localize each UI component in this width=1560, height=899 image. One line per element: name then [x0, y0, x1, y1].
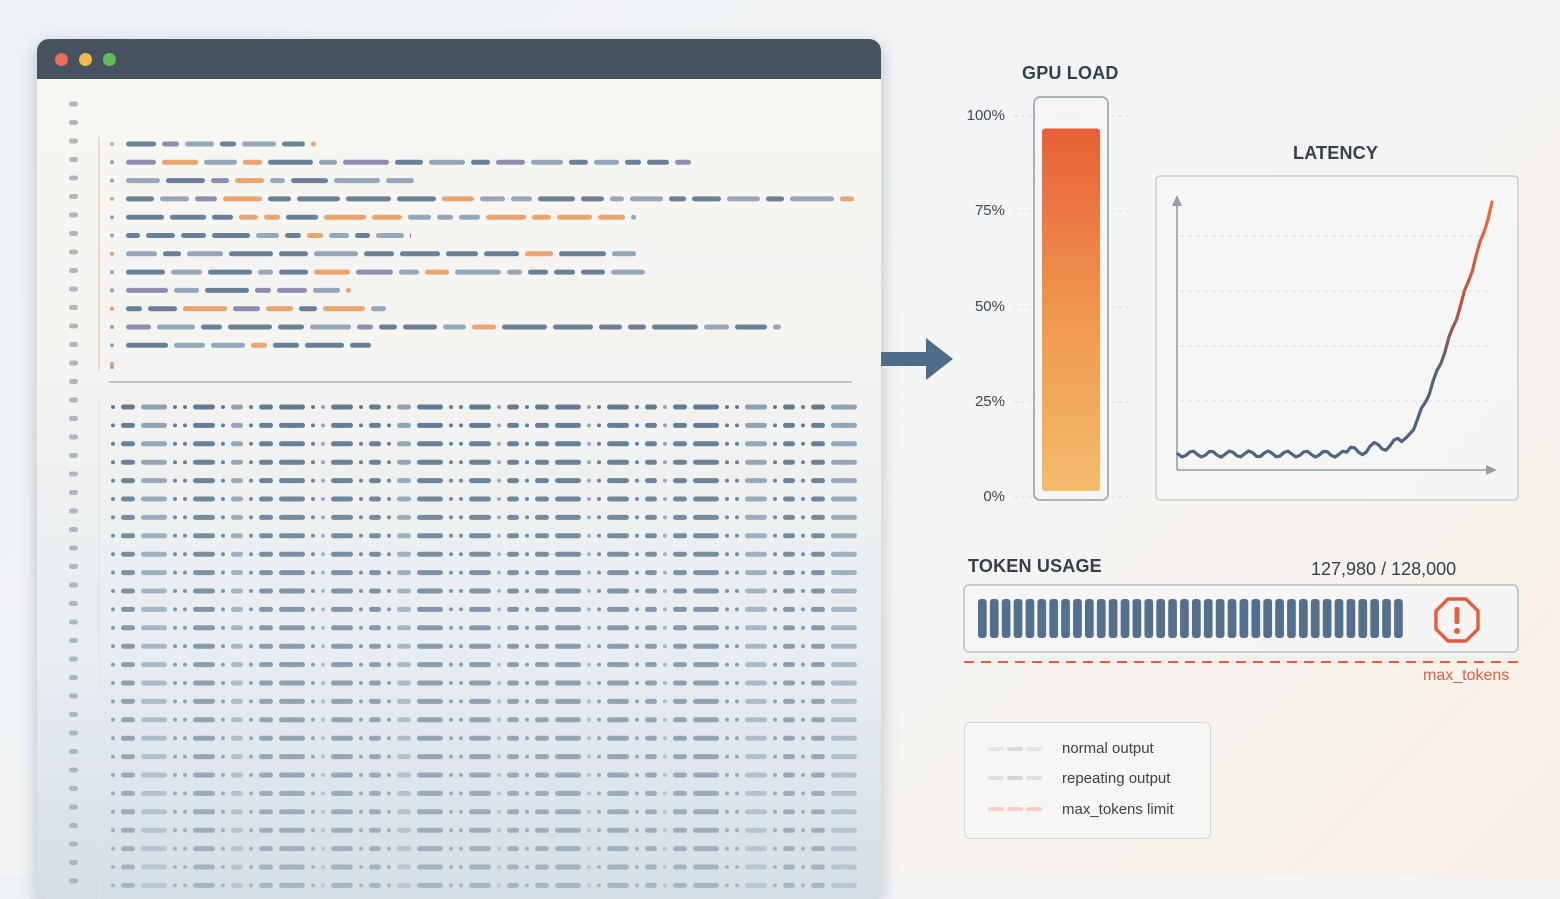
legend-box: normal output repeating output max_token… [964, 722, 1211, 839]
gpu-tick-0: 0% [983, 488, 1005, 505]
max-tokens-label: max_tokens [1423, 667, 1510, 684]
code-editor-window [37, 39, 881, 899]
code-lines [69, 101, 857, 899]
zoom-dot-icon[interactable] [103, 53, 116, 66]
latency-series-line [1176, 200, 1494, 459]
gpu-tick-25: 25% [974, 393, 1005, 410]
window-titlebar [37, 39, 881, 79]
legend-label: max_tokens limit [1062, 801, 1174, 818]
metrics-panel [881, 96, 1519, 811]
legend-label: normal output [1062, 740, 1154, 757]
latency-axes [1172, 195, 1497, 475]
flow-arrow-icon [881, 338, 953, 380]
gpu-load-fill [1042, 128, 1100, 491]
latency-chart-frame [1155, 175, 1519, 501]
gpu-load-title: GPU LOAD [1022, 63, 1119, 83]
alert-octagon-icon [1434, 597, 1480, 643]
legend-label: repeating output [1062, 770, 1171, 787]
gpu-tick-100: 100% [966, 107, 1005, 124]
code-output-area [37, 79, 881, 899]
latency-title: LATENCY [1293, 143, 1379, 163]
token-usage-segments [978, 599, 1403, 638]
token-usage-count: 127,980 / 128,000 [1311, 559, 1457, 579]
minimize-dot-icon[interactable] [79, 53, 92, 66]
close-dot-icon[interactable] [55, 53, 68, 66]
gpu-tick-75: 75% [974, 202, 1005, 219]
token-usage-title: TOKEN USAGE [968, 556, 1102, 576]
gpu-tick-50: 50% [974, 298, 1005, 315]
latency-gridlines [1180, 235, 1492, 402]
